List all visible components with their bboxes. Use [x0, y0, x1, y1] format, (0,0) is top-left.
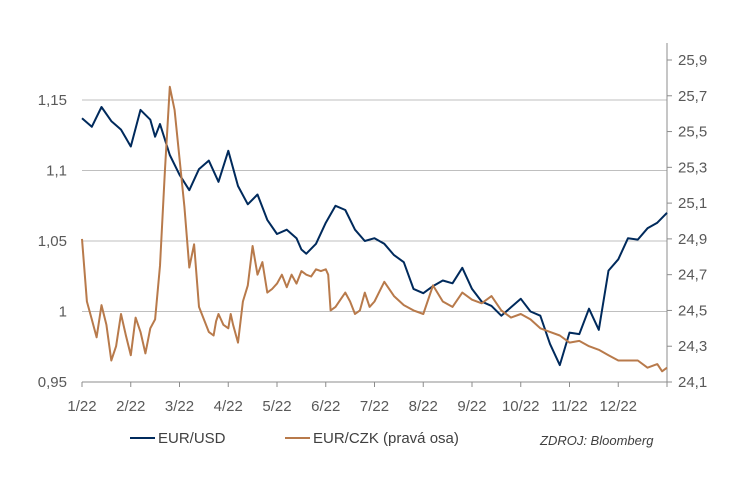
series-lines — [81, 85, 668, 373]
right-tick-label: 24,7 — [678, 267, 707, 284]
x-axis-ticks: 1/22 2/22 3/22 4/22 5/22 6/22 7/22 8/22 9/22 10/2… — [67, 382, 668, 415]
gridlines — [82, 99, 667, 312]
legend: EUR/USD EUR/CZK (pravá osa) — [130, 430, 459, 447]
x-tick-label: 5/22 — [262, 398, 291, 415]
source-note: ZDROJ: Bloomberg — [539, 433, 654, 448]
right-tick-label: 25,3 — [678, 159, 707, 176]
x-tick-label: 3/22 — [165, 398, 194, 415]
left-tick-label: 1,15 — [38, 92, 67, 109]
x-tick-label: 8/22 — [409, 398, 438, 415]
legend-label-eurczk: EUR/CZK (pravá osa) — [313, 430, 459, 447]
right-tick-label: 24,5 — [678, 302, 707, 319]
x-tick-label: 4/22 — [214, 398, 243, 415]
right-tick-label: 25,7 — [678, 88, 707, 105]
left-tick-label: 1 — [59, 304, 67, 321]
right-axis-ticks: 24,1 24,3 24,5 24,7 24,9 25,1 25,3 25,5 25,7 25,9 — [667, 52, 707, 391]
right-tick-label: 25,1 — [678, 195, 707, 212]
left-tick-label: 1,05 — [38, 233, 67, 250]
left-tick-label: 0,95 — [38, 374, 67, 391]
right-tick-label: 24,3 — [678, 338, 707, 355]
x-tick-label: 9/22 — [457, 398, 486, 415]
right-tick-label: 25,9 — [678, 52, 707, 69]
x-tick-label: 2/22 — [116, 398, 145, 415]
x-tick-label: 1/22 — [67, 398, 96, 415]
x-tick-label: 10/22 — [502, 398, 540, 415]
legend-label-eurusd: EUR/USD — [158, 430, 226, 447]
right-tick-label: 24,1 — [678, 374, 707, 391]
x-tick-label: 11/22 — [551, 398, 587, 415]
left-axis-ticks: 0,95 1 1,05 1,1 1,15 — [38, 92, 67, 391]
series-line-eurusd — [81, 106, 668, 367]
x-tick-label: 12/22 — [599, 398, 637, 415]
right-tick-label: 25,5 — [678, 124, 707, 141]
x-tick-label: 7/22 — [360, 398, 389, 415]
right-tick-label: 24,9 — [678, 231, 707, 248]
x-tick-label: 6/22 — [311, 398, 340, 415]
series-line-eurczk — [81, 85, 668, 373]
left-tick-label: 1,1 — [46, 163, 67, 180]
